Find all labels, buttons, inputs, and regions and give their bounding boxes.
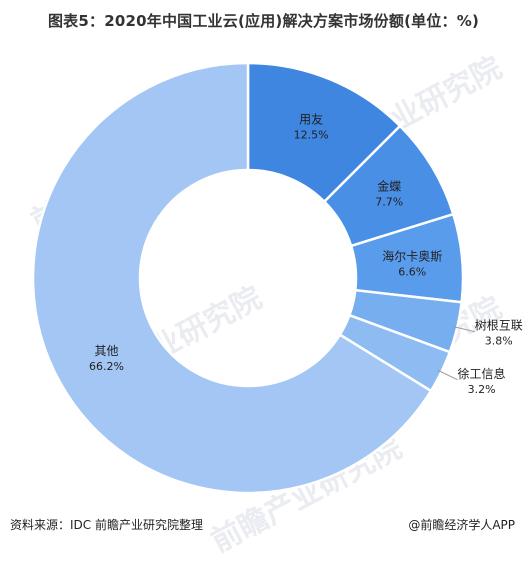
slice-value-label: 6.6% [398,265,426,278]
slice-value-label: 66.2% [89,360,124,373]
slice-name-label: 徐工信息 [458,366,506,381]
slice-value-label: 7.7% [375,196,403,209]
slice-name-label: 金蝶 [377,179,401,194]
donut-chart: 用友 12.5% 金蝶 7.7% 海尔卡奥斯 6.6% 树根互联 3.8% 徐工信息 3.2% 其他… [31,61,523,495]
slice-value-label: 3.8% [485,335,513,348]
slice-name-label: 海尔卡奥斯 [382,248,442,263]
leader-line-徐工信息 [437,369,458,381]
slice-name-label: 用友 [299,113,323,127]
slice-name-label: 其他 [95,344,119,358]
source-note: 资料来源：IDC 前瞻产业研究院整理 [10,518,203,532]
leader-line-树根互联 [453,326,475,333]
slice-name-label: 树根互联 [475,318,523,333]
chart-title: 图表5：2020年中国工业云(应用)解决方案市场份额(单位：%) [47,12,480,30]
slice-value-label: 3.2% [468,383,496,396]
brand-note: @前瞻经济学人APP [408,518,515,532]
slice-value-label: 12.5% [294,129,329,142]
slice-其他 [31,61,433,495]
